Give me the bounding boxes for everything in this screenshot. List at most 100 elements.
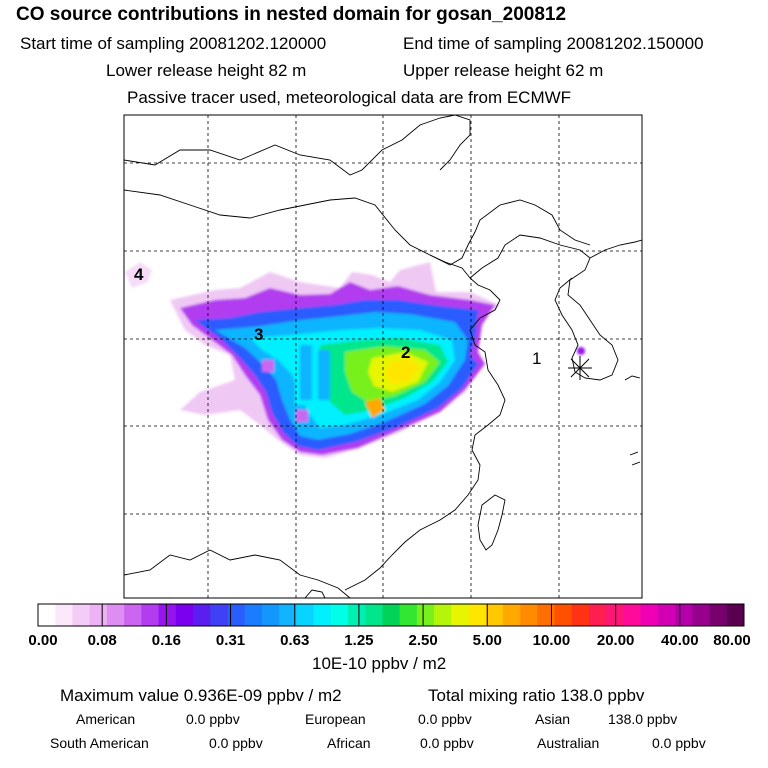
colorbar-tick-label: 2.50 xyxy=(408,632,438,649)
colorbar-cell xyxy=(520,604,538,626)
northeast-border xyxy=(439,115,471,171)
plume-lightblue-block xyxy=(300,345,312,400)
bohai-coast xyxy=(344,254,506,591)
colorbar-cell xyxy=(451,604,469,626)
colorbar-cell xyxy=(192,604,211,626)
gridlines xyxy=(124,115,642,598)
south-american-value: 0.0 ppbv xyxy=(209,735,263,751)
asian-value: 138.0 ppbv xyxy=(608,711,678,727)
colorbar-cell xyxy=(296,604,315,626)
colorbar-cell xyxy=(382,604,401,626)
colorbar-cell xyxy=(434,604,452,626)
plume-dot-east xyxy=(577,347,585,355)
european-value: 0.0 ppbv xyxy=(418,711,472,727)
taiwan xyxy=(477,494,506,551)
max-value-label: Maximum value 0.936E-09 ppbv / m2 xyxy=(60,686,342,705)
colorbar-cell xyxy=(210,604,228,626)
colorbar-cell xyxy=(38,604,56,626)
tracer-label: Passive tracer used, meteorological data… xyxy=(127,88,572,107)
colorbar-tick-label: 5.00 xyxy=(472,632,502,649)
colorbar-cell xyxy=(124,604,142,626)
african-value: 0.0 ppbv xyxy=(420,735,474,751)
colorbar-cell xyxy=(692,604,711,626)
colorbar-tick-label: 20.00 xyxy=(596,632,635,649)
colorbar-cell xyxy=(485,604,504,626)
total-mixing-label: Total mixing ratio 138.0 ppbv xyxy=(428,686,645,705)
colorbar-tick-label: 0.31 xyxy=(215,632,246,649)
colorbar-cell xyxy=(709,604,728,626)
plume-lightblue-block-2 xyxy=(318,350,330,400)
european-label: European xyxy=(305,711,366,727)
korea-coast xyxy=(589,239,642,259)
colorbar-cell xyxy=(261,604,280,626)
colorbar-tick-label: 40.00 xyxy=(661,632,699,649)
colorbar-cell xyxy=(89,604,108,626)
colorbar-cell xyxy=(244,604,263,626)
colorbar-cell xyxy=(279,604,297,626)
hainan-coast xyxy=(304,589,326,598)
colorbar-cell xyxy=(313,604,332,626)
colorbar-cell xyxy=(468,604,487,626)
asian-label: Asian xyxy=(535,711,571,727)
end-time-label: End time of sampling 20081202.150000 xyxy=(403,34,704,53)
coastlines xyxy=(124,115,642,598)
colorbar-cell xyxy=(399,604,418,626)
colorbar-cell xyxy=(502,604,521,626)
lower-release-label: Lower release height 82 m xyxy=(106,61,307,80)
marker-label-1: 1 xyxy=(532,349,541,368)
colorbar-tick-label: 1.25 xyxy=(344,632,374,649)
colorbar-cell xyxy=(347,604,366,626)
colorbar-cell xyxy=(571,604,590,626)
japan-islands xyxy=(624,375,641,466)
marker-label-2: 2 xyxy=(401,343,410,362)
colorbar-cell xyxy=(589,604,607,626)
colorbar-cell xyxy=(141,604,160,626)
receptor-star-icon xyxy=(568,356,592,380)
american-value: 0.0 ppbv xyxy=(186,711,240,727)
australian-label: Australian xyxy=(537,735,600,751)
colorbar-cell xyxy=(640,604,659,626)
map-frame xyxy=(123,114,643,599)
colorbar-cell xyxy=(623,604,642,626)
colorbar-tick-label: 0.00 xyxy=(28,632,58,649)
colorbar-tick-label: 0.63 xyxy=(280,632,310,649)
colorbar-cell xyxy=(675,604,693,626)
colorbar-cell xyxy=(72,604,91,626)
colorbar-tick-label: 80.00 xyxy=(713,632,751,649)
colorbar-cell xyxy=(330,604,349,626)
colorbar-cell xyxy=(55,604,73,626)
chart-title: CO source contributions in nested domain… xyxy=(16,4,567,25)
colorbar-cell xyxy=(227,604,246,626)
colorbar-cell xyxy=(416,604,435,626)
colorbar-cell xyxy=(554,604,573,626)
plume-pink-cell xyxy=(262,360,274,372)
colorbar-cell xyxy=(606,604,624,626)
colorbar-cell xyxy=(158,604,177,626)
mongolia-border xyxy=(124,115,456,176)
plume-core xyxy=(385,358,420,384)
colorbar-tick-label: 0.16 xyxy=(151,632,181,649)
upper-release-label: Upper release height 62 m xyxy=(403,61,604,80)
plume-pink-cell-2 xyxy=(296,410,308,422)
south-american-label: South American xyxy=(50,735,149,751)
plume-field xyxy=(125,262,585,458)
american-label: American xyxy=(76,711,136,727)
start-time-label: Start time of sampling 20081202.120000 xyxy=(20,34,327,53)
colorbar-cell xyxy=(365,604,383,626)
colorbar-unit-label: 10E-10 ppbv / m2 xyxy=(312,654,447,673)
colorbar-cell xyxy=(106,604,125,626)
colorbar-cell xyxy=(175,604,194,626)
plume-hotspot xyxy=(365,398,385,418)
southwest-border xyxy=(124,549,351,598)
liaodong-coast xyxy=(469,234,619,381)
plume-fringe-west xyxy=(125,262,152,288)
colorbar-tick-label: 0.08 xyxy=(87,632,117,649)
marker-label-4: 4 xyxy=(134,265,144,284)
colorbar-cell xyxy=(726,604,745,626)
marker-label-3: 3 xyxy=(254,325,263,344)
colorbar-tick-label: 10.00 xyxy=(532,632,571,649)
australian-value: 0.0 ppbv xyxy=(652,735,706,751)
colorbar-cell xyxy=(537,604,556,626)
colorbar-cell xyxy=(657,604,676,626)
